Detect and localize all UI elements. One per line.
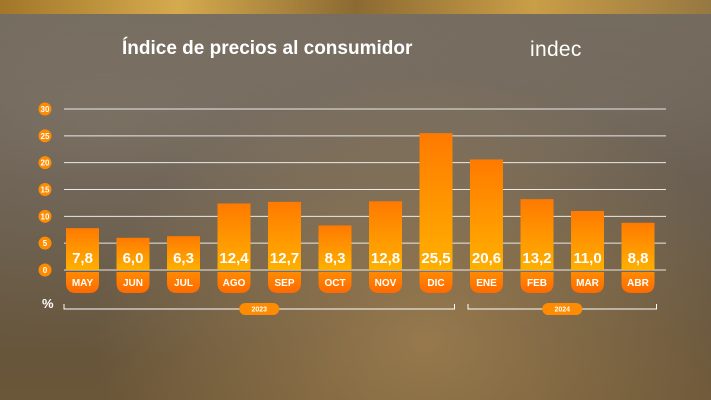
month-label-may: MAY	[72, 278, 94, 289]
value-label-may: 7,8	[72, 250, 93, 267]
month-label-jul: JUL	[174, 278, 193, 289]
month-pill-nov	[369, 272, 402, 293]
month-label-jun: JUN	[123, 278, 143, 289]
year-pill-2023	[239, 303, 280, 315]
y-tick-dot-20	[38, 156, 52, 170]
value-label-mar: 11,0	[573, 250, 601, 267]
month-pill-jul	[167, 272, 200, 293]
y-tick-dot-30	[38, 102, 52, 116]
month-label-feb: FEB	[527, 278, 547, 289]
value-label-jul: 6,3	[173, 250, 194, 267]
value-label-ene: 20,6	[472, 250, 501, 267]
value-label-abr: 8,8	[628, 250, 649, 267]
y-tick-dot-15	[38, 183, 52, 196]
unit-label: %	[42, 296, 54, 311]
value-label-oct: 8,3	[325, 250, 346, 267]
bar-may	[66, 228, 99, 270]
value-label-sep: 12,7	[270, 250, 299, 267]
month-pill-mar	[571, 272, 604, 293]
y-axis-ticks: 0 5 10 15 20 25 30	[38, 102, 52, 277]
chart-title: Índice de precios al consumidor	[122, 38, 413, 59]
month-pill-ago	[217, 272, 251, 293]
y-tick-dot-25	[38, 129, 52, 143]
bar-ene	[470, 159, 503, 270]
month-pill-sep	[268, 272, 301, 293]
background-top-strip	[0, 0, 711, 14]
month-pill-abr	[621, 272, 655, 293]
y-tick-label-30: 30	[41, 105, 50, 114]
bar-jul	[167, 236, 200, 270]
bars: 7,8 MAY 6,0 JUN 6,3 JUL 12,4 AGO 12,7 SEP 8,3 OCT 12…	[66, 133, 655, 293]
month-pill-jun	[116, 272, 150, 293]
month-pill-oct	[318, 272, 352, 293]
value-label-jun: 6,0	[123, 250, 144, 267]
month-label-ago: AGO	[223, 278, 246, 289]
month-label-ene: ENE	[476, 278, 497, 289]
year-brackets: 2023 2024	[63, 303, 657, 315]
bar-feb	[520, 199, 554, 270]
value-label-ago: 12,4	[219, 250, 249, 267]
year-label-2024: 2024	[554, 307, 570, 314]
bar-mar	[571, 210, 604, 270]
y-tick-dot-10	[38, 209, 52, 223]
month-pill-may	[66, 272, 99, 293]
y-tick-dot-5	[38, 236, 52, 250]
year-pill-2024	[542, 303, 583, 315]
bar-nov	[369, 201, 402, 270]
bar-ago	[217, 203, 251, 270]
month-pill-dic	[419, 272, 453, 293]
month-label-mar: MAR	[576, 278, 600, 289]
y-tick-label-25: 25	[41, 132, 50, 141]
y-tick-label-0: 0	[43, 266, 48, 275]
gridlines	[64, 108, 666, 271]
month-label-sep: SEP	[274, 278, 294, 289]
value-label-feb: 13,2	[522, 250, 551, 267]
bar-jun	[116, 237, 150, 270]
year-label-2023: 2023	[251, 307, 267, 314]
month-pill-ene	[470, 272, 503, 293]
month-label-dic: DIC	[427, 278, 444, 289]
bar-sep	[268, 201, 301, 270]
month-label-abr: ABR	[627, 278, 649, 289]
month-label-nov: NOV	[375, 278, 397, 289]
y-tick-label-15: 15	[41, 186, 50, 195]
y-tick-label-20: 20	[41, 159, 50, 168]
indec-logo: indec	[530, 38, 582, 61]
month-pill-feb	[520, 272, 554, 293]
month-label-oct: OCT	[324, 278, 345, 289]
bar-oct	[318, 225, 352, 270]
y-tick-label-10: 10	[41, 212, 50, 221]
bar-dic	[419, 133, 453, 270]
bar-abr	[621, 222, 655, 270]
value-label-nov: 12,8	[371, 250, 400, 267]
y-tick-dot-0	[38, 263, 52, 277]
y-tick-label-5: 5	[43, 239, 48, 248]
value-label-dic: 25,5	[421, 250, 450, 267]
